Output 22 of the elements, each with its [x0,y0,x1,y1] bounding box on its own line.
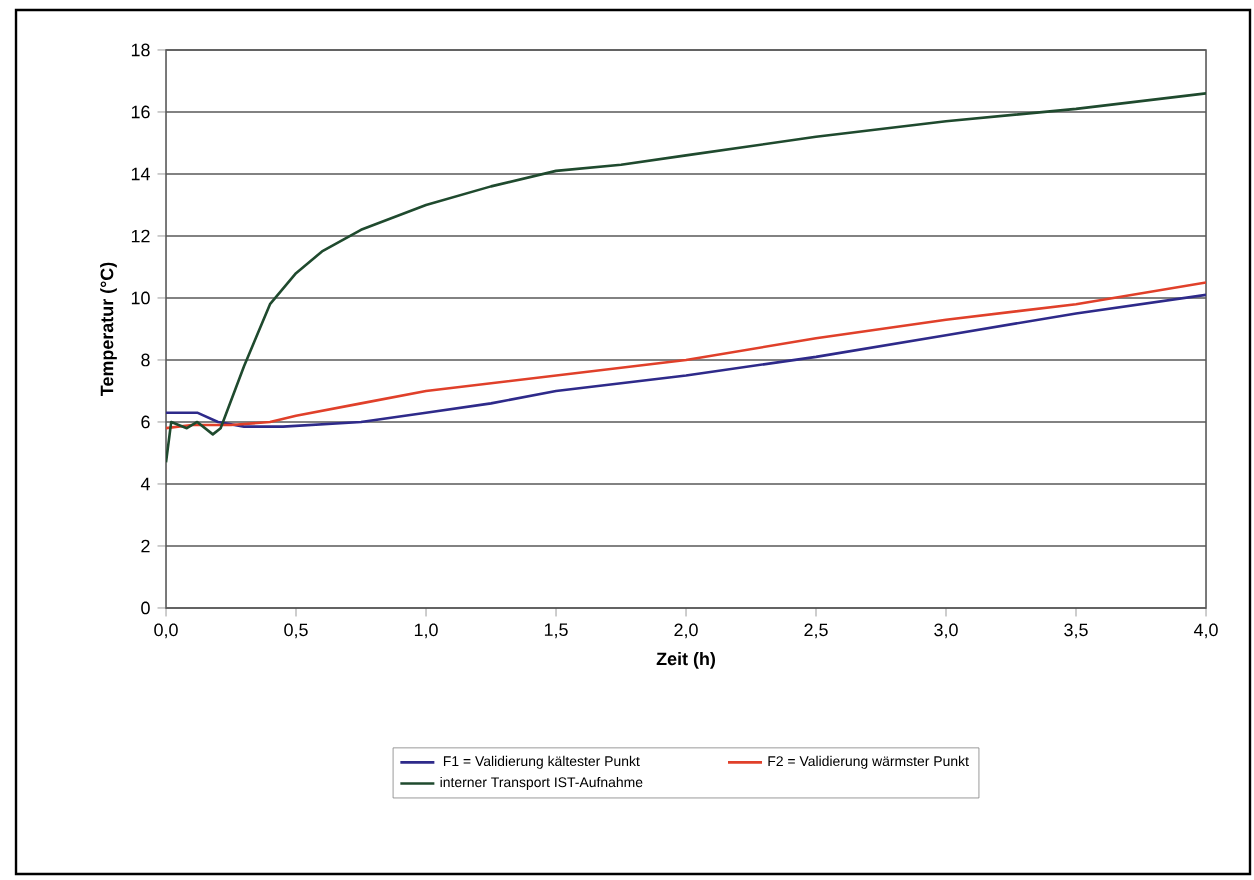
line-series [166,92,1207,464]
x-tick-label: 1,0 [414,623,438,639]
y-tick-label: 2 [141,539,150,553]
y-tick-label: 10 [131,291,150,305]
x-tick-label: 3,5 [1064,623,1088,639]
y-tick-label: 6 [141,415,150,429]
y-tick-label: 8 [141,353,150,367]
y-tick-label: 16 [131,105,150,119]
y-tick-label: 18 [131,43,150,57]
x-axis-title: Zeit (h) [656,652,716,669]
x-tick-label: 2,5 [804,623,828,639]
y-tick-label: 14 [131,167,150,181]
y-tick-label: 0 [141,601,150,615]
x-tick-label: 3,0 [934,623,958,639]
y-axis-title: Temperatur (°C) [100,262,117,396]
y-tick-label: 4 [140,477,150,491]
x-tick-label: 0,5 [284,623,308,639]
x-tick-label: 1,5 [544,623,568,639]
x-tick-label: 0,0 [154,623,178,639]
x-tick-label: 2,0 [674,623,698,639]
y-tick-label: 12 [131,229,150,243]
x-tick-label: 4,0 [1193,623,1218,639]
